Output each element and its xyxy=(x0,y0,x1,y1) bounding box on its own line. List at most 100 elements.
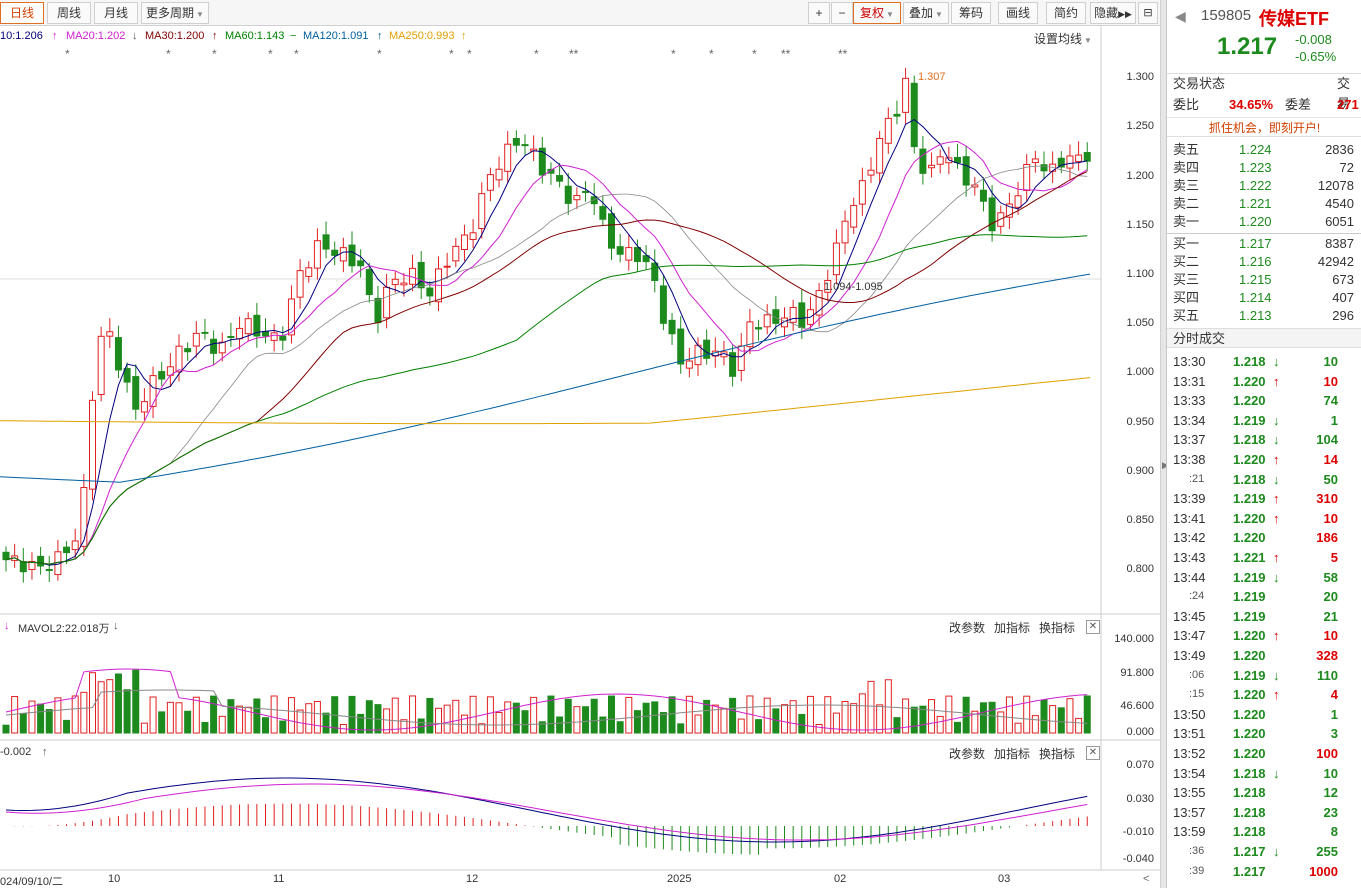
volume-bar-down xyxy=(599,716,607,734)
chips-button[interactable]: 筹码 xyxy=(951,2,991,24)
bid-row[interactable]: 买五 1.213 296 xyxy=(1167,306,1361,325)
event-marker[interactable]: * xyxy=(212,47,217,61)
volume-bar-up xyxy=(1066,698,1074,734)
prev-arrow-icon[interactable]: ◀ xyxy=(1175,8,1186,24)
event-marker[interactable]: ** xyxy=(781,47,791,61)
range-annotation: 1.094-1.095 xyxy=(824,281,883,293)
vol-tick: 140.000 xyxy=(1114,633,1154,645)
tab-more-periods[interactable]: 更多周期 ▼ xyxy=(141,2,209,24)
price-tick: 1.100 xyxy=(1126,268,1154,280)
volume-bar-up xyxy=(270,695,278,734)
candle-up xyxy=(789,306,797,323)
candle-down xyxy=(426,287,434,297)
candle-up xyxy=(763,314,771,328)
tick-row: 13:51 1.220 3 xyxy=(1167,724,1361,743)
vol-switch-indicator-button[interactable]: 换指标 xyxy=(1039,621,1076,635)
promo-link[interactable]: 抓住机会，即刻开户! xyxy=(1167,117,1361,137)
ask-row[interactable]: 卖五 1.224 2836 xyxy=(1167,140,1361,159)
event-marker[interactable]: * xyxy=(709,47,714,61)
tab-monthly[interactable]: 月线 xyxy=(94,2,138,24)
volume-bar-up xyxy=(858,693,866,734)
tick-row: 13:38 1.220 ↑ 14 xyxy=(1167,450,1361,469)
volume-bar-down xyxy=(651,701,659,734)
candle-down xyxy=(37,555,45,567)
close-icon[interactable]: ✕ xyxy=(1086,620,1100,634)
macd-tick: 0.030 xyxy=(1126,793,1154,805)
ma-settings-button[interactable]: 设置均线 ▼ xyxy=(1034,30,1092,47)
ask-price: 1.221 xyxy=(1239,196,1272,211)
macd-switch-indicator-button[interactable]: 换指标 xyxy=(1039,747,1076,761)
ask-row[interactable]: 卖二 1.221 4540 xyxy=(1167,194,1361,213)
x-tick: 2025 xyxy=(667,873,692,885)
volume-bar-down xyxy=(1083,695,1091,734)
bid-row[interactable]: 买三 1.215 673 xyxy=(1167,270,1361,289)
bid-row[interactable]: 买二 1.216 42942 xyxy=(1167,252,1361,271)
event-marker[interactable]: * xyxy=(467,47,472,61)
event-marker[interactable]: * xyxy=(294,47,299,61)
bid-price: 1.216 xyxy=(1239,254,1272,269)
candle-down xyxy=(677,328,685,365)
chart-area[interactable]: 日线 周线 月线 更多周期 ▼ + − 复权 ▼ 叠加 ▼ 筹码 画线 简约 隐藏▶▶… xyxy=(0,0,1160,888)
zoom-out-button[interactable]: − xyxy=(831,2,853,24)
zoom-in-button[interactable]: + xyxy=(808,2,830,24)
simple-button[interactable]: 简约 xyxy=(1046,2,1086,24)
tab-daily[interactable]: 日线 xyxy=(0,2,44,24)
tick-time: :39 xyxy=(1189,864,1205,877)
candle-down xyxy=(210,338,218,354)
kline-chart-svg[interactable] xyxy=(0,0,1160,888)
event-marker[interactable]: * xyxy=(671,47,676,61)
tick-time: 13:34 xyxy=(1173,412,1206,428)
panel-splitter[interactable]: ▶ xyxy=(1160,0,1169,888)
tab-weekly[interactable]: 周线 xyxy=(47,2,91,24)
volume-bar-down xyxy=(798,713,806,734)
bid-row[interactable]: 买四 1.214 407 xyxy=(1167,288,1361,307)
volume-bar-up xyxy=(218,715,226,734)
candle-down xyxy=(123,368,131,383)
overlay-button[interactable]: 叠加 ▼ xyxy=(903,2,949,24)
event-marker[interactable]: * xyxy=(752,47,757,61)
bid-row[interactable]: 买一 1.217 8387 xyxy=(1167,234,1361,253)
ask-row[interactable]: 卖四 1.223 72 xyxy=(1167,158,1361,177)
tick-price: 1.219 xyxy=(1233,569,1266,585)
candle-down xyxy=(1040,164,1048,172)
candle-up xyxy=(391,278,399,286)
volume-bar-up xyxy=(841,701,849,734)
scroll-left-icon[interactable]: < xyxy=(1143,873,1150,885)
volume-bar-down xyxy=(919,705,927,734)
volume-bar-up xyxy=(997,711,1005,734)
vol-add-indicator-button[interactable]: 加指标 xyxy=(994,621,1031,635)
vol-edit-params-button[interactable]: 改参数 xyxy=(949,621,986,635)
event-marker[interactable]: ** xyxy=(569,47,579,61)
collapse-arrow-icon[interactable]: ▶ xyxy=(1162,460,1169,471)
event-marker[interactable]: * xyxy=(65,47,70,61)
ma10-label: 10:1.206 xyxy=(0,30,43,42)
event-marker[interactable]: * xyxy=(534,47,539,61)
volume-bar-up xyxy=(97,681,105,734)
adjust-button[interactable]: 复权 ▼ xyxy=(853,2,901,24)
event-marker[interactable]: * xyxy=(268,47,273,61)
collapse-icon[interactable]: ⊟ xyxy=(1138,2,1158,24)
event-marker[interactable]: * xyxy=(166,47,171,61)
macd-add-indicator-button[interactable]: 加指标 xyxy=(994,747,1031,761)
hide-button[interactable]: 隐藏▶▶ xyxy=(1090,2,1136,24)
tick-volume: 14 xyxy=(1323,452,1338,467)
tick-volume: 10 xyxy=(1323,628,1338,644)
volume-bar-down xyxy=(210,695,218,734)
tick-price: 1.220 xyxy=(1233,530,1266,546)
macd-edit-params-button[interactable]: 改参数 xyxy=(949,747,986,761)
volume-bar-down xyxy=(348,695,356,734)
event-marker[interactable]: * xyxy=(377,47,382,61)
event-marker[interactable]: * xyxy=(449,47,454,61)
candle-down xyxy=(582,190,590,193)
tick-time: 13:30 xyxy=(1173,354,1206,369)
candle-down xyxy=(668,319,676,335)
ask-row[interactable]: 卖一 1.220 6051 xyxy=(1167,212,1361,231)
tick-volume: 5 xyxy=(1330,550,1338,565)
close-icon[interactable]: ✕ xyxy=(1086,746,1100,760)
high-annotation: 1.307 xyxy=(918,71,946,83)
ask-row[interactable]: 卖三 1.222 12078 xyxy=(1167,176,1361,195)
candle-up xyxy=(236,327,244,340)
draw-button[interactable]: 画线 xyxy=(998,2,1038,24)
event-marker[interactable]: ** xyxy=(838,47,848,61)
volume-bar-up xyxy=(530,696,538,734)
